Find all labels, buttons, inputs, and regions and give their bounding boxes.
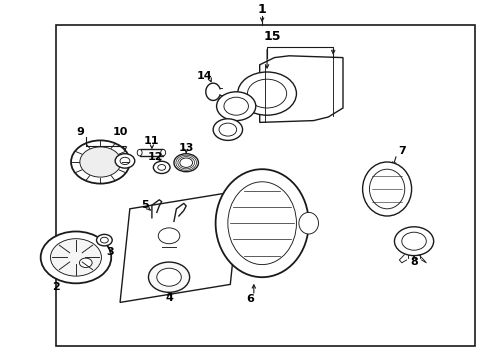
Ellipse shape [137,149,142,156]
Text: 14: 14 [197,71,213,81]
Bar [56,25,475,346]
Circle shape [97,234,112,246]
Circle shape [238,72,296,115]
Text: 10: 10 [112,127,128,137]
Text: 12: 12 [147,152,163,162]
Circle shape [180,158,193,167]
Text: 7: 7 [398,146,406,156]
Ellipse shape [369,169,405,209]
Text: 9: 9 [76,127,84,137]
Text: 11: 11 [144,136,160,146]
Polygon shape [120,191,240,302]
Circle shape [157,268,181,286]
Circle shape [120,157,130,165]
Text: 6: 6 [246,294,254,304]
Circle shape [50,239,101,276]
Polygon shape [260,56,343,122]
Text: 1: 1 [258,3,267,15]
Text: 8: 8 [410,257,418,267]
Circle shape [213,119,243,140]
Bar [140,149,163,156]
Circle shape [71,140,130,184]
Ellipse shape [161,149,166,156]
Circle shape [153,161,170,174]
Text: 2: 2 [52,282,60,292]
Ellipse shape [228,182,296,265]
Ellipse shape [216,169,309,277]
Text: 13: 13 [178,143,194,153]
Circle shape [219,123,237,136]
Circle shape [174,154,198,172]
Circle shape [247,79,287,108]
Circle shape [224,97,248,115]
Ellipse shape [363,162,412,216]
Text: 3: 3 [106,247,114,257]
Circle shape [100,237,108,243]
Circle shape [80,147,121,177]
Text: 5: 5 [141,200,148,210]
Text: 15: 15 [263,30,281,42]
Circle shape [402,232,426,250]
Circle shape [115,154,135,168]
Ellipse shape [299,212,318,234]
Circle shape [394,227,434,256]
Circle shape [79,258,92,267]
Text: 4: 4 [165,293,173,303]
Circle shape [41,231,111,283]
Circle shape [217,92,256,121]
Circle shape [158,228,180,244]
Circle shape [148,262,190,292]
Circle shape [158,165,166,170]
